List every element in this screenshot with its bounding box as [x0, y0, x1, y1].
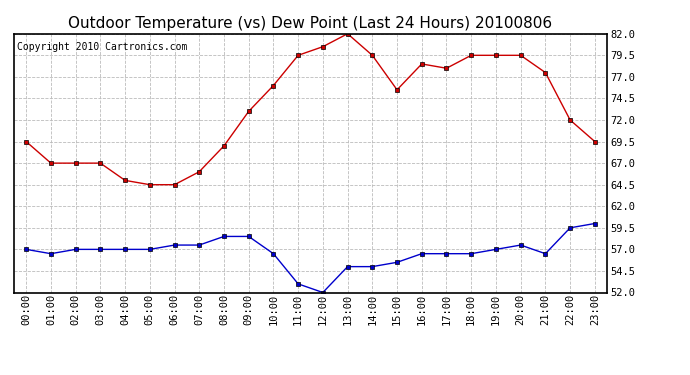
Title: Outdoor Temperature (vs) Dew Point (Last 24 Hours) 20100806: Outdoor Temperature (vs) Dew Point (Last… — [68, 16, 553, 31]
Text: Copyright 2010 Cartronics.com: Copyright 2010 Cartronics.com — [17, 42, 187, 51]
